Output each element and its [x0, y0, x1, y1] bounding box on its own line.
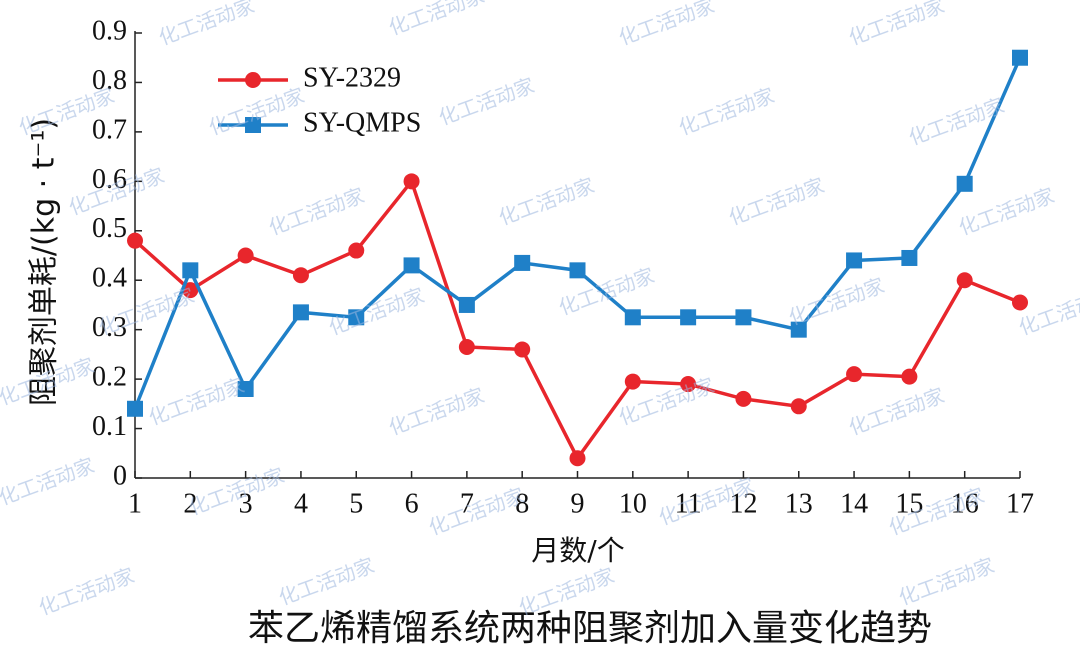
data-point [403, 257, 420, 274]
data-point [292, 304, 309, 321]
x-tick-label: 5 [349, 488, 363, 519]
watermark: 化工活动家 [425, 483, 527, 540]
x-tick-label: 1 [128, 488, 142, 519]
x-tick-label: 7 [460, 488, 474, 519]
watermark: 化工活动家 [0, 453, 98, 510]
y-tick-label: 0.9 [92, 15, 127, 46]
watermark: 化工活动家 [155, 0, 257, 50]
watermark: 化工活动家 [845, 383, 947, 440]
y-tick-label: 0 [113, 460, 127, 491]
data-point [901, 368, 918, 385]
watermark: 化工活动家 [275, 553, 377, 610]
data-point [182, 262, 199, 279]
data-point [956, 175, 973, 192]
data-point [1012, 49, 1028, 66]
data-point [458, 296, 475, 313]
x-tick-label: 11 [675, 488, 702, 519]
x-tick-label: 13 [785, 488, 813, 519]
x-tick-label: 14 [840, 488, 868, 519]
data-point [569, 450, 586, 467]
data-point [790, 398, 807, 415]
data-point [790, 321, 807, 338]
data-point [348, 242, 365, 259]
data-point [237, 381, 254, 397]
watermark: 化工活动家 [495, 173, 597, 230]
x-axis-label: 月数/个 [531, 534, 624, 567]
data-point [514, 341, 531, 358]
y-tick-label: 0.6 [92, 164, 127, 195]
watermark: 化工活动家 [895, 553, 997, 610]
y-tick-label: 0.1 [92, 411, 127, 442]
watermark: 化工活动家 [615, 0, 717, 50]
legend-label: SY-QMPS [303, 107, 421, 138]
data-point [901, 249, 918, 266]
data-point [127, 400, 143, 417]
data-point [956, 272, 973, 289]
data-point [458, 338, 475, 355]
data-point [292, 267, 309, 284]
data-point [348, 309, 365, 326]
data-point [680, 376, 697, 393]
data-point [624, 309, 641, 326]
x-tick-label: 8 [515, 488, 529, 519]
data-point [1012, 294, 1028, 311]
y-tick-label: 0.7 [92, 114, 127, 145]
chart-title: 苯乙烯精馏系统两种阻聚剂加入量变化趋势 [248, 608, 932, 649]
watermark: 化工活动家 [725, 173, 827, 230]
x-tick-label: 9 [571, 488, 585, 519]
watermark: 化工活动家 [385, 0, 487, 40]
x-tick-label: 16 [951, 488, 979, 519]
watermark: 化工活动家 [145, 373, 247, 430]
y-tick-label: 0.4 [92, 263, 127, 294]
x-tick-label: 3 [239, 488, 253, 519]
x-tick-label: 6 [405, 488, 419, 519]
watermark: 化工活动家 [325, 283, 427, 340]
watermark: 化工活动家 [845, 0, 947, 50]
legend-marker [245, 72, 261, 88]
data-point [127, 232, 143, 249]
data-point [680, 309, 697, 326]
legend-marker [245, 117, 261, 133]
x-tick-label: 10 [619, 488, 647, 519]
watermark: 化工活动家 [675, 83, 777, 140]
watermark: 化工活动家 [1015, 283, 1080, 340]
x-tick-label: 4 [294, 488, 308, 519]
x-tick-label: 15 [895, 488, 923, 519]
x-tick-label: 2 [183, 488, 197, 519]
data-point [624, 373, 641, 390]
data-point [846, 366, 863, 383]
data-point [403, 173, 420, 190]
watermark: 化工活动家 [265, 183, 367, 240]
x-tick-label: 12 [729, 488, 757, 519]
y-tick-label: 0.2 [92, 362, 127, 393]
data-point [735, 390, 752, 407]
data-point [237, 247, 254, 264]
data-point [514, 254, 531, 271]
data-point [569, 262, 586, 279]
x-tick-label: 17 [1006, 488, 1034, 519]
watermark: 化工活动家 [185, 463, 287, 520]
data-point [182, 282, 199, 299]
data-point [846, 252, 863, 269]
watermark: 化工活动家 [35, 563, 137, 620]
y-tick-label: 0.8 [92, 65, 127, 96]
legend-label: SY-2329 [303, 62, 401, 93]
watermark: 化工活动家 [435, 73, 537, 130]
data-point [735, 309, 752, 326]
y-tick-label: 0.3 [92, 312, 127, 343]
watermark: 化工活动家 [385, 383, 487, 440]
y-tick-label: 0.5 [92, 213, 127, 244]
y-axis-label: 阻聚剂单耗/(kg · t⁻¹) [27, 118, 62, 406]
